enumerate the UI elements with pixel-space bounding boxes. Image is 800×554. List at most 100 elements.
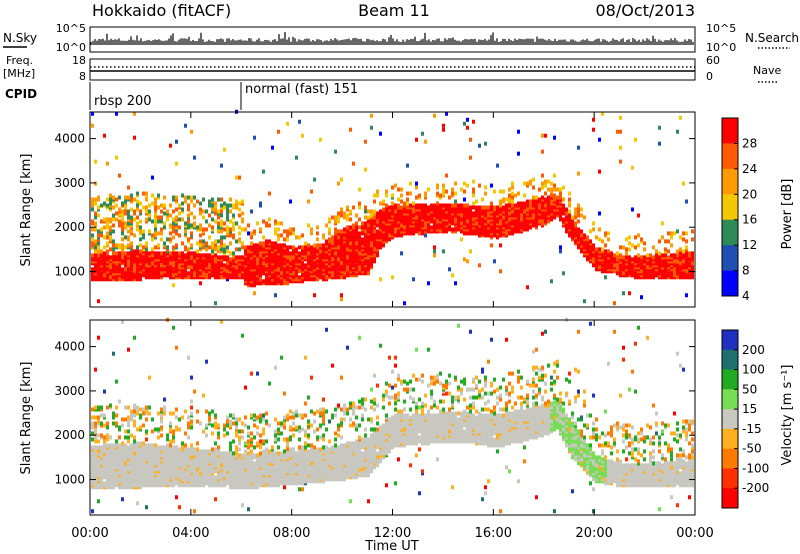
power-cell [661, 235, 664, 240]
power-cell [385, 189, 388, 194]
power-cell [298, 119, 301, 124]
power-cell [232, 203, 235, 208]
power-cell [163, 195, 166, 200]
power-cell [97, 253, 100, 258]
power-cell [628, 255, 631, 260]
power-cell [424, 191, 427, 196]
velocity-cell [145, 443, 148, 448]
velocity-cell [142, 441, 145, 446]
power-cell [268, 269, 271, 274]
power-cell [364, 215, 367, 220]
power-cell [262, 279, 265, 284]
power-cell [502, 215, 505, 220]
power-cell [181, 241, 184, 246]
power-cell [406, 209, 409, 214]
power-cell [217, 239, 220, 244]
power-cell [268, 263, 271, 268]
power-cell [334, 227, 337, 232]
power-cell [397, 187, 400, 192]
velocity-cell [190, 399, 193, 404]
velocity-cell [133, 463, 136, 468]
power-cell [337, 229, 340, 234]
power-cell [124, 195, 127, 200]
velocity-cell [130, 409, 133, 414]
power-cell [220, 223, 223, 228]
power-cell [391, 193, 394, 198]
velocity-cell [145, 437, 148, 442]
velocity-cell [190, 447, 193, 452]
power-cell [172, 221, 175, 226]
power-cell [391, 205, 394, 210]
cpid-mode-2: normal (fast) 151 [245, 82, 358, 97]
power-cell [322, 233, 325, 238]
power-cell [328, 217, 331, 222]
power-cell [634, 245, 637, 250]
power-cell [631, 243, 634, 248]
power-cell [568, 209, 571, 214]
power-cell [208, 199, 211, 204]
power-cell [604, 275, 607, 280]
power-cell [478, 143, 481, 148]
power-cell [373, 209, 376, 214]
power-cell [421, 203, 424, 208]
power-cell [415, 221, 418, 226]
power-cell [241, 227, 244, 232]
power-cell [346, 273, 349, 278]
nave-label: Nave [753, 64, 781, 77]
power-cell [100, 249, 103, 254]
power-cell [184, 229, 187, 234]
power-cell [379, 131, 382, 136]
power-cell [592, 127, 595, 132]
power-cell [151, 237, 154, 242]
power-cell [622, 255, 625, 260]
velocity-cell [97, 439, 100, 444]
noise-panel: 10^5 10^0 10^5 10^0 N.Sky N.Search [3, 22, 799, 54]
velocity-cell [109, 435, 112, 440]
power-cell [493, 259, 496, 264]
power-cell [181, 207, 184, 212]
power-cell [463, 189, 466, 194]
power-cell [436, 201, 439, 206]
power-cell [607, 237, 610, 242]
power-cell [436, 191, 439, 196]
power-cell [685, 251, 688, 256]
velocity-cell [124, 435, 127, 440]
power-cell [394, 233, 397, 238]
power-cell [217, 197, 220, 202]
power-cell [229, 209, 232, 214]
power-cell [136, 199, 139, 204]
power-cell [172, 209, 175, 214]
velocity-cell [133, 409, 136, 414]
power-cell [181, 201, 184, 206]
power-cell [559, 245, 562, 250]
velocity-cell [166, 433, 169, 438]
power-cell [211, 225, 214, 230]
power-cell [685, 231, 688, 236]
power-cell [406, 201, 409, 206]
power-cell [244, 227, 247, 232]
power-cell [397, 203, 400, 208]
power-cell [163, 221, 166, 226]
power-cell [121, 237, 124, 242]
colorbar-tick-label: 20 [742, 187, 757, 201]
velocity-cell [103, 443, 106, 448]
power-cell [652, 245, 655, 250]
power-cell [298, 245, 301, 250]
power-cell [439, 209, 442, 214]
velocity-cell [112, 421, 115, 426]
velocity-cell [172, 411, 175, 416]
velocity-cell [187, 425, 190, 430]
power-cell [130, 197, 133, 202]
power-cell [604, 255, 607, 260]
power-cell [613, 301, 616, 306]
power-cell [427, 187, 430, 192]
power-cell [346, 213, 349, 218]
power-cell [289, 199, 292, 204]
velocity-cell [103, 423, 106, 428]
velocity-cell [97, 405, 100, 410]
power-cell [211, 197, 214, 202]
power-cell [214, 211, 217, 216]
power-cell [460, 229, 463, 234]
power-cell [373, 199, 376, 204]
